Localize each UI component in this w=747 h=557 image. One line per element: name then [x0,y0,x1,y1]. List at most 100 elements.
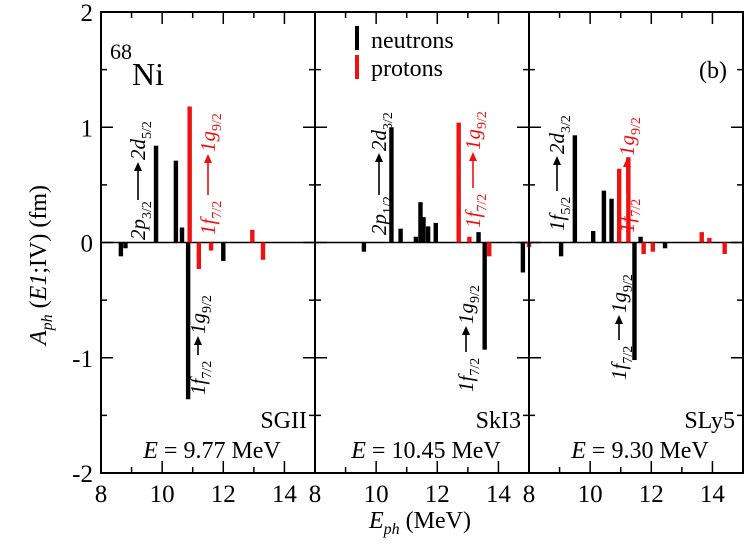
transition-annotation: 1f5/2 2d3/2 [545,115,574,231]
transition-from: 1f7/2 [461,194,490,228]
neutrons-bar [173,160,179,243]
neutrons-bar [591,230,596,243]
transition-to: 1g9/2 [186,295,215,334]
protons-bar [208,242,214,251]
legend-protons-swatch [355,55,359,79]
neutrons-bar [123,242,128,249]
neutrons-bar [520,242,526,273]
protons-bar [467,236,472,243]
neutrons-bar [118,242,124,257]
neutrons-bar [638,236,643,243]
x-axis-label: Eph (MeV) [368,508,471,538]
y-tick-label: -2 [72,461,93,488]
neutrons-bar [361,242,367,252]
transition-to: 2d3/2 [367,112,396,151]
x-tick-label: 12 [639,481,664,508]
panels: 8 10 12 14 -2 -1 0 12 2p3/2 2d5/2 1f7/2 1g9/2 1f7/2 1… [72,0,744,508]
transition-to: 1g9/2 [461,111,490,150]
neutrons-bar [632,242,637,361]
y-tick-label: 0 [81,231,94,258]
energy-label: E = 10.45 MeV [350,438,501,464]
transition-to: 2d3/2 [545,115,574,154]
transition-arrowhead [375,153,383,162]
protons-bar [650,242,656,252]
x-tick-label: 14 [700,481,726,508]
legend-neutrons-label: neutrons [371,28,454,54]
protons-bar [260,242,266,260]
transition-annotation: 1f7/2 1g9/2 [461,111,490,228]
transition-arrowhead [553,156,561,165]
x-tick-label: 14 [486,481,512,508]
transition-arrowhead [615,315,623,324]
panel-tag: (b) [699,58,727,84]
x-tick-label: 12 [211,481,236,508]
protons-bar [641,242,646,255]
transition-arrowhead [469,152,477,161]
neutrons-bar [398,228,403,243]
neutrons-bar [179,227,185,243]
legend-neutrons-swatch [355,26,359,50]
neutrons-bar [572,135,578,243]
protons-bar [707,237,712,243]
x-tick-label: 10 [364,481,389,508]
neutrons-bar [153,145,159,243]
interaction-label: SLy5 [684,408,735,434]
panel-ski3: 8 10 12 14 2p1/2 2d3/2 1f7/2 1g9/2 1f7/2 1g9/2 SkI… [309,11,532,508]
neutrons-bar [418,202,423,243]
transition-to: 1g9/2 [454,285,483,324]
transition-arrowhead [194,336,202,345]
x-tick-label: 8 [309,481,322,508]
neutrons-bar [221,242,226,261]
y-tick-label: -1 [72,346,93,373]
transition-from: 1f7/2 [186,361,215,395]
transition-from: 2p3/2 [126,201,155,240]
transition-arrowhead [623,158,631,167]
interaction-label: SkI3 [476,408,521,434]
transition-from: 1f5/2 [545,197,574,231]
transition-arrowhead [462,326,470,335]
neutrons-bar [185,242,191,400]
transition-to: 1g9/2 [196,113,225,152]
transition-annotation: 1f7/2 1g9/2 [615,117,644,233]
protons-bar [187,106,192,243]
transition-annotation: 1f7/2 1g9/2 [196,113,225,235]
x-tick-label: 10 [150,481,175,508]
transition-to: 1g9/2 [607,274,636,313]
transition-to: 2d5/2 [126,121,155,160]
protons-bar [616,168,622,243]
protons-bar [196,242,202,270]
energy-label: E = 9.30 MeV [570,438,709,464]
neutrons-bar [425,226,431,243]
panel-sgii: 8 10 12 14-2-10122p3/22d5/21f7/21g9/21f7/21… [72,0,316,508]
y-axis-label: Aph (E1;IV) (fm) [26,185,56,347]
neutrons-bar [476,232,481,243]
transition-to: 1g9/2 [615,117,644,156]
transition-annotation: 1f7/2 1g9/2 [607,274,636,380]
transition-annotation: 1f7/2 1g9/2 [186,295,215,395]
transition-from: 1f7/2 [607,346,636,380]
transition-from: 1f7/2 [454,358,483,392]
neutrons-bar [482,242,487,350]
x-tick-label: 14 [272,481,298,508]
transition-from: 1f7/2 [196,201,225,235]
transition-arrowhead [204,154,212,163]
neutrons-bar [662,242,668,249]
x-tick-label: 10 [578,481,603,508]
neutrons-bar [558,242,564,257]
x-tick-label: 8 [95,481,108,508]
y-tick-label: 2 [81,0,94,27]
transition-arrowhead [134,162,142,171]
protons-bar [487,242,492,257]
neutrons-bar [389,127,394,243]
x-tick-label: 12 [425,481,450,508]
transition-annotation: 2p3/2 2d5/2 [126,121,155,240]
legend: neutrons protons [355,26,454,82]
neutrons-bar [413,236,419,243]
neutrons-bar [421,217,426,243]
neutrons-bar [609,198,614,243]
energy-label: E = 9.77 MeV [142,438,281,464]
panel-sly5: 8 10 12 14 1f5/2 2d3/2 1f7/2 1g9/2 1f7/2 1g9/2 SLy… [523,11,744,508]
transition-annotation: 1f7/2 1g9/2 [454,285,483,392]
neutrons-bar [433,222,438,243]
